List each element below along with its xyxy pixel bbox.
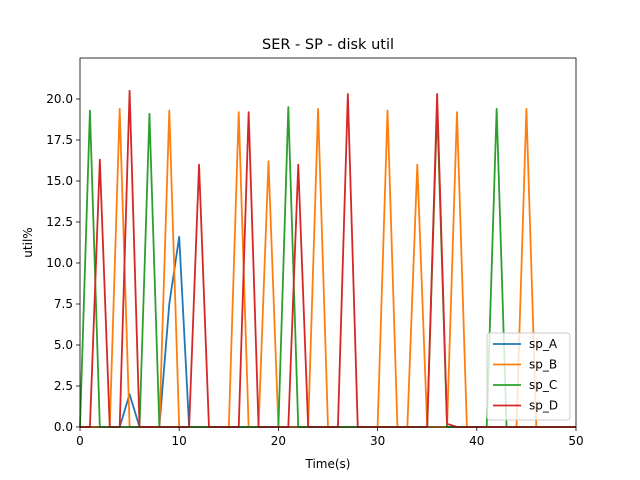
y-tick-label: 15.0 [46,174,73,188]
y-axis-label: util% [21,227,35,257]
x-tick-label: 20 [271,434,286,448]
legend-label-sp_C: sp_C [529,378,557,392]
x-tick-label: 10 [172,434,187,448]
plot-frame [79,57,577,428]
x-axis-ticks: 0 10 20 30 40 50 [76,427,584,448]
x-tick-label: 30 [370,434,385,448]
x-tick-label: 0 [76,434,84,448]
y-tick-label: 0.0 [54,420,73,434]
legend-label-sp_B: sp_B [529,358,557,372]
legend-frame [486,332,571,421]
legend-label-sp_D: sp_D [529,399,558,413]
chart-title: SER - SP - disk util [262,37,394,53]
x-axis-label: Time(s) [305,457,351,471]
x-tick-label: 50 [568,434,583,448]
legend-label-sp_A: sp_A [529,337,558,351]
y-tick-label: 7.5 [54,297,73,311]
y-tick-label: 10.0 [46,256,73,270]
legend: sp_A sp_B sp_C sp_D [486,332,571,421]
y-tick-label: 20.0 [46,92,73,106]
y-tick-label: 5.0 [54,338,73,352]
x-tick-label: 40 [469,434,484,448]
y-tick-label: 17.5 [46,133,73,147]
y-tick-label: 2.5 [54,379,73,393]
y-tick-label: 12.5 [46,215,73,229]
y-axis-ticks: 0.0 2.5 5.0 7.5 10.0 12.5 15.0 17.5 20.0 [46,92,80,434]
